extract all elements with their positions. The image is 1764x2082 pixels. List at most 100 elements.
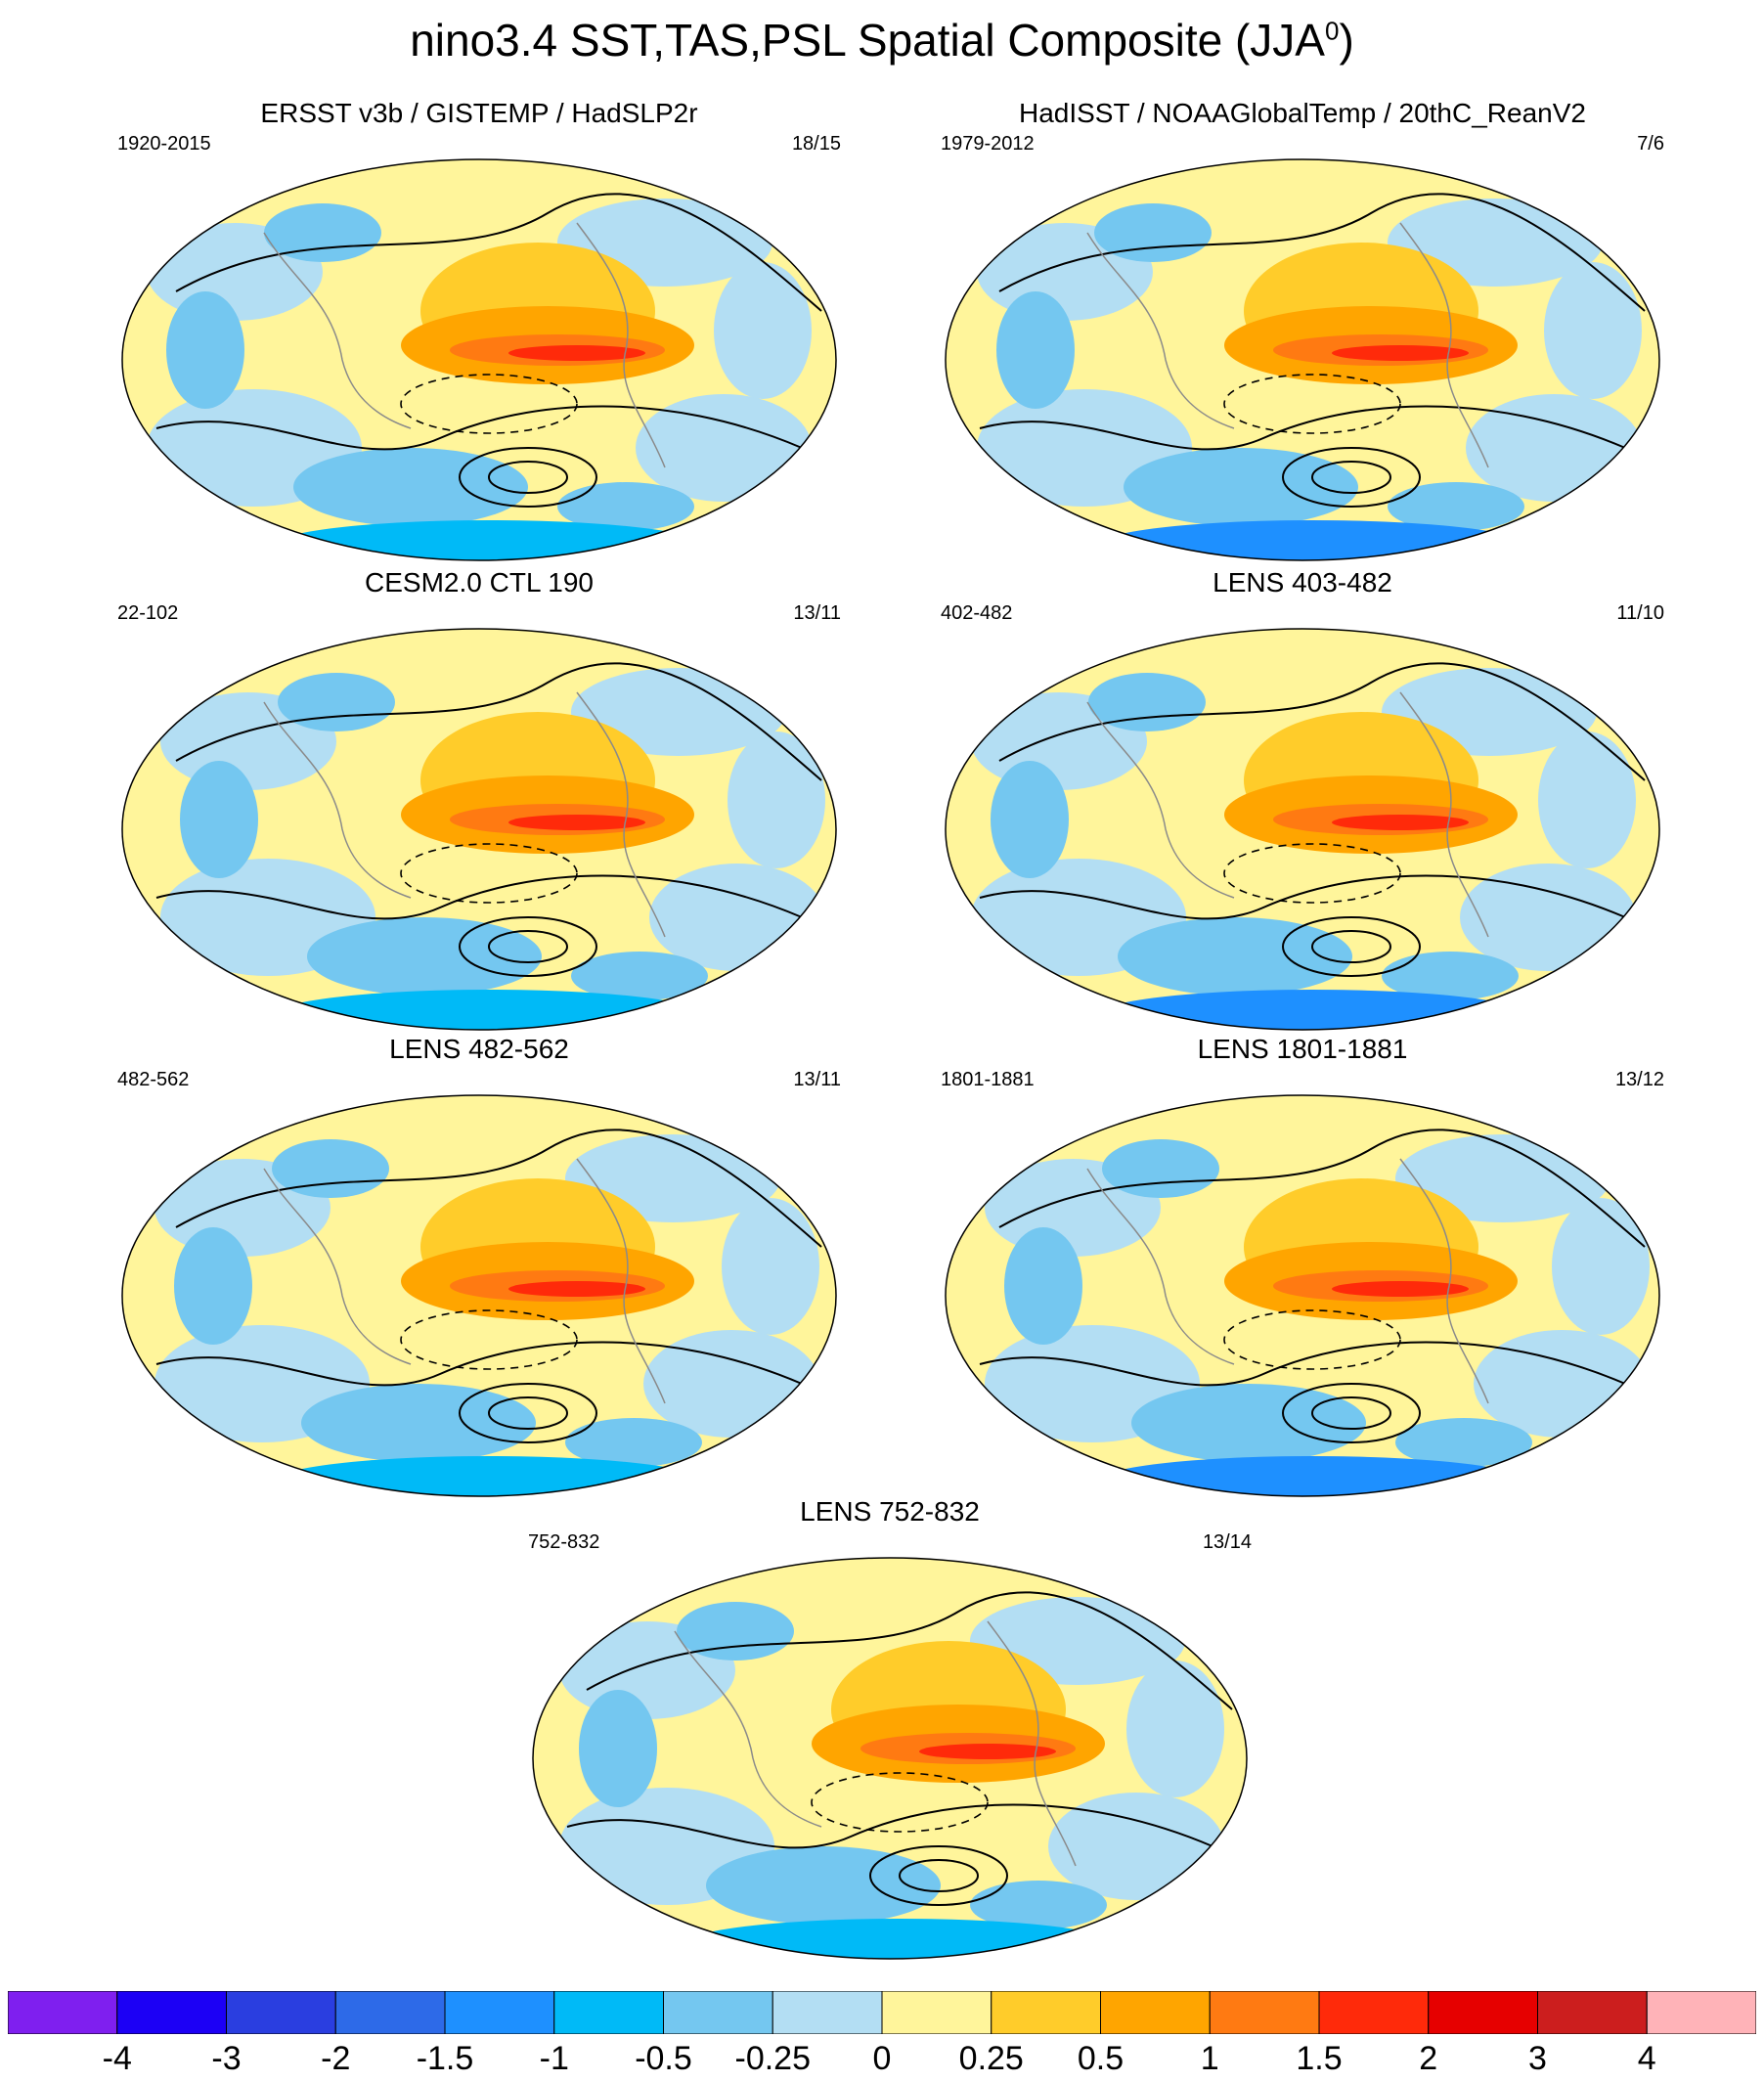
- sst-anomaly-cool-region: [728, 731, 825, 868]
- sst-anomaly-cool-region: [1460, 864, 1636, 971]
- psl-contour-zero: [566, 1803, 1213, 1849]
- colorbar-swatch: [1646, 1991, 1756, 2034]
- sst-anomaly-cool-region: [1552, 1198, 1650, 1335]
- psl-contour-negative: [400, 843, 578, 904]
- psl-contour-negative: [1223, 843, 1401, 904]
- psl-contour-zero: [998, 193, 1646, 312]
- colorbar-tick-label: 4: [1637, 2040, 1656, 2077]
- colorbar-swatch: [881, 1991, 992, 2034]
- psl-contour-zero: [998, 1129, 1646, 1248]
- colorbar-swatch: [334, 1991, 446, 2034]
- sst-anomaly-cool-region: [1388, 482, 1524, 531]
- psl-contour-negative: [811, 1772, 989, 1833]
- panel-title: LENS 752-832: [800, 1496, 980, 1527]
- colorbar-tick-label: 0: [872, 2040, 892, 2077]
- sst-anomaly-warm-region: [1332, 1281, 1469, 1297]
- sst-anomaly-cool-region: [1004, 1227, 1082, 1345]
- sst-anomaly-cool-region: [1382, 952, 1519, 1000]
- coastline: [263, 1168, 412, 1365]
- sst-anomaly-cool-region: [1395, 1418, 1532, 1467]
- sst-anomaly-cool-region: [1048, 1793, 1224, 1900]
- colorbar-swatch: [1428, 1991, 1538, 2034]
- colorbar-tick-label: -2: [321, 2040, 351, 2077]
- psl-contour-positive: [1311, 930, 1391, 963]
- sst-anomaly-cool-region: [571, 668, 786, 756]
- psl-contour-zero: [586, 1591, 1233, 1710]
- map-panel-2: HadISST / NOAAGlobalTemp / 20thC_ReanV2 …: [941, 98, 1664, 561]
- psl-contour-positive: [1282, 916, 1421, 977]
- sst-anomaly-cool-region: [1538, 731, 1636, 868]
- sst-anomaly-cool-region: [301, 1384, 536, 1462]
- sst-anomaly-warm-region: [508, 345, 645, 361]
- psl-contour-negative: [1223, 1309, 1401, 1370]
- colorbar-tick-label: -4: [102, 2040, 132, 2077]
- sst-anomaly-cool-region: [180, 761, 258, 878]
- coastline: [674, 1630, 822, 1828]
- figure-title: nino3.4 SST,TAS,PSL Spatial Composite (J…: [410, 15, 1354, 66]
- panel-period: 1979-2012: [941, 133, 1035, 155]
- map-outline: [945, 158, 1660, 561]
- coastline: [1399, 1158, 1489, 1404]
- coastline: [1086, 1168, 1235, 1365]
- sst-anomaly-cool-region: [293, 448, 528, 526]
- sst-anomaly-cool-region: [278, 673, 395, 731]
- sst-anomaly-cool-region: [1124, 448, 1358, 526]
- psl-contour-positive: [1282, 447, 1421, 508]
- panel-title: HadISST / NOAAGlobalTemp / 20thC_ReanV2: [1018, 98, 1586, 128]
- psl-contour-positive: [1311, 461, 1391, 494]
- psl-contour-negative: [1223, 374, 1401, 434]
- psl-contour-negative: [400, 374, 578, 434]
- psl-contour-zero: [175, 662, 822, 781]
- map-outline: [121, 628, 837, 1031]
- map-panel-5: LENS 482-562 482-562 13/11: [117, 1034, 841, 1497]
- colorbar-swatch: [226, 1991, 336, 2034]
- map-globe: [121, 158, 837, 561]
- coastline: [576, 222, 666, 468]
- psl-contour-positive: [459, 916, 597, 977]
- sst-anomaly-cool-region: [970, 1881, 1107, 1929]
- psl-contour-zero: [155, 405, 803, 451]
- panel-title: CESM2.0 CTL 190: [365, 567, 594, 598]
- sst-anomaly-cool-region: [1126, 1661, 1224, 1797]
- map-panel-4: LENS 403-482 402-482 11/10: [941, 567, 1664, 1031]
- sst-anomaly-cool-region: [557, 482, 694, 531]
- map-globe: [945, 158, 1660, 561]
- psl-contour-positive: [459, 447, 597, 508]
- coastline: [1086, 701, 1235, 899]
- psl-contour-zero: [175, 1129, 822, 1248]
- coastline: [576, 1158, 666, 1404]
- psl-contour-positive: [1282, 1383, 1421, 1443]
- panel-count: 18/15: [791, 133, 841, 155]
- coastline: [576, 691, 666, 938]
- colorbar-swatch: [444, 1991, 555, 2034]
- colorbar-tick-label: 0.5: [1077, 2040, 1125, 2077]
- colorbar-swatch: [991, 1991, 1101, 2034]
- sst-anomaly-cool-region: [1395, 1134, 1610, 1222]
- panel-count: 13/11: [793, 1069, 841, 1090]
- colorbar-tick-label: 3: [1528, 2040, 1547, 2077]
- psl-contour-negative: [400, 1309, 578, 1370]
- sst-anomaly-cool-region: [1131, 1384, 1366, 1462]
- colorbar-swatch: [1537, 1991, 1648, 2034]
- sst-anomaly-cool-region: [166, 291, 244, 409]
- colorbar-tick-label: -1.5: [416, 2040, 474, 2077]
- colorbar-tick-label: 0.25: [958, 2040, 1024, 2077]
- sst-anomaly-cool-region: [714, 262, 812, 399]
- colorbar-swatch: [1100, 1991, 1211, 2034]
- map-outline: [121, 1094, 837, 1497]
- coastline: [263, 232, 412, 429]
- psl-contour-positive: [459, 1383, 597, 1443]
- panel-period: 1801-1881: [941, 1069, 1035, 1090]
- panel-count: 13/12: [1614, 1069, 1664, 1090]
- panel-title: LENS 1801-1881: [1197, 1034, 1408, 1064]
- panel-period: 402-482: [941, 602, 1013, 624]
- coastline: [1399, 691, 1489, 938]
- map-panel-6: LENS 1801-1881 1801-1881 13/12: [941, 1034, 1664, 1497]
- psl-contour-zero: [175, 193, 822, 312]
- panel-count: 13/11: [793, 602, 841, 624]
- map-outline: [532, 1557, 1248, 1960]
- psl-contour-zero: [979, 874, 1626, 920]
- map-panel-1: ERSST v3b / GISTEMP / HadSLP2r 1920-2015…: [117, 98, 841, 561]
- coastline: [1399, 222, 1489, 468]
- sst-anomaly-cool-region: [722, 1198, 819, 1335]
